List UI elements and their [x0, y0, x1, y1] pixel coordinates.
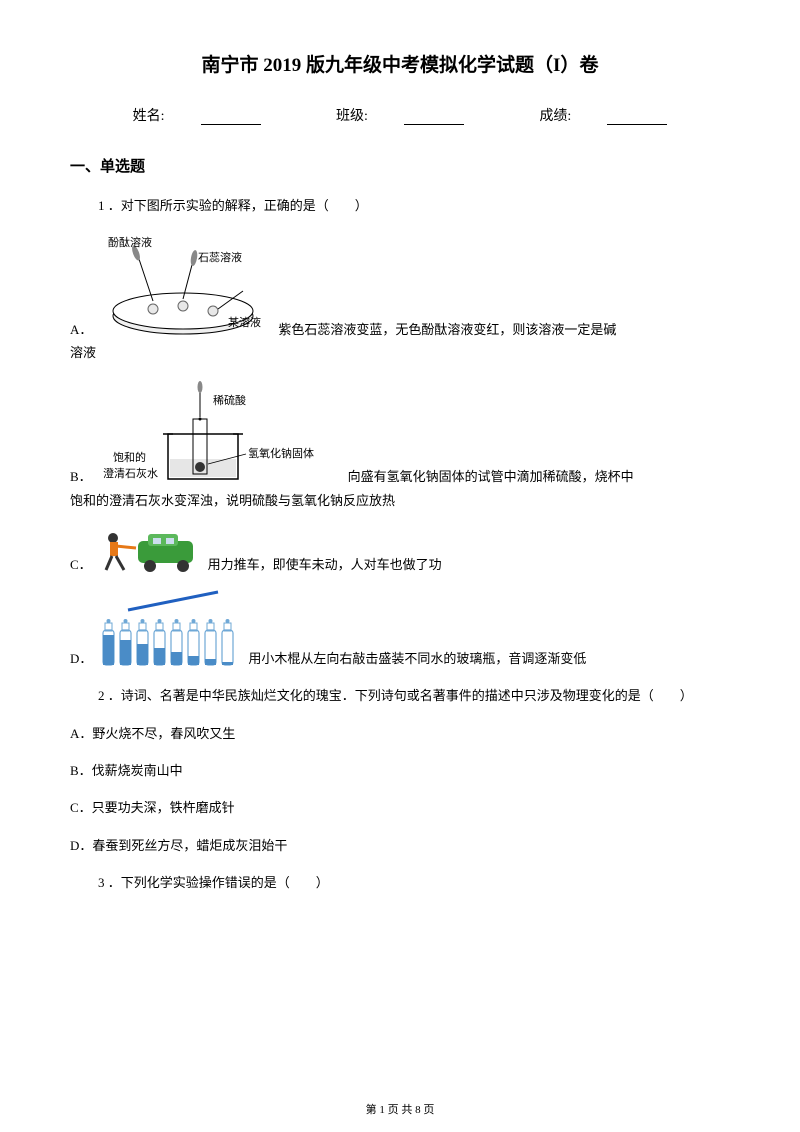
- option-text-cont: 饱和的澄清石灰水变浑浊，说明硫酸与氢氧化钠反应放热: [70, 489, 730, 512]
- page-footer: 第 1 页 共 8 页: [0, 1101, 800, 1117]
- option-text: 用力推车，即使车未动，人对车也做了功: [208, 553, 442, 576]
- option-2d: D．春蚕到死丝方尽，蜡炬成灰泪始干: [70, 834, 730, 857]
- svg-text:石蕊溶液: 石蕊溶液: [198, 250, 242, 264]
- option-text: 紫色石蕊溶液变蓝，无色酚酞溶液变红，则该溶液一定是碱: [278, 318, 616, 341]
- svg-text:某溶液: 某溶液: [228, 315, 261, 329]
- page-title: 南宁市 2019 版九年级中考模拟化学试题（I）卷: [70, 50, 730, 77]
- question-1: 1 ．对下图所示实验的解释，正确的是（ ）: [98, 194, 730, 217]
- score-field: 成绩:: [521, 109, 685, 124]
- option-2b: B．伐薪烧炭南山中: [70, 759, 730, 782]
- svg-text:酚酞溶液: 酚酞溶液: [108, 235, 152, 249]
- diagram-b: 稀硫酸 氢氧化钠固体 饱和的 澄清石灰水: [98, 379, 348, 489]
- question-2: 2 ．诗词、名著是中华民族灿烂文化的瑰宝．下列诗句或名著事件的描述中只涉及物理变…: [98, 684, 730, 707]
- option-1b: B． 稀硫酸 氢氧化钠固体 饱和的 澄清石灰水 向盛有氢氧化钠固体的试管中滴加稀…: [70, 379, 730, 512]
- question-3: 3 ．下列化学实验操作错误的是（ ）: [98, 871, 730, 894]
- name-field: 姓名:: [115, 109, 279, 124]
- option-label: B．: [70, 465, 92, 488]
- option-text-cont: 溶液: [70, 341, 730, 364]
- option-1a: A． 酚酞溶液 石蕊溶液 某溶液 紫色石蕊溶液变蓝，无色酚酞溶液变红，则该溶液一…: [70, 231, 730, 364]
- class-field: 班级:: [318, 109, 482, 124]
- diagram-d: [98, 590, 248, 670]
- svg-text:饱和的: 饱和的: [113, 450, 146, 464]
- option-2c: C．只要功夫深，铁杵磨成针: [70, 796, 730, 819]
- diagram-c: [98, 526, 208, 576]
- svg-text:氢氧化钠固体: 氢氧化钠固体: [248, 446, 314, 460]
- info-line: 姓名: 班级: 成绩:: [70, 105, 730, 125]
- option-label: D．: [70, 647, 92, 670]
- option-1c: C． 用力推车，即使车未动，人对车也做了功: [70, 526, 730, 576]
- option-2a: A．野火烧不尽，春风吹又生: [70, 722, 730, 745]
- option-text: 向盛有氢氧化钠固体的试管中滴加稀硫酸，烧杯中: [348, 465, 634, 488]
- svg-text:稀硫酸: 稀硫酸: [213, 393, 246, 407]
- section-header: 一、单选题: [70, 155, 730, 176]
- option-1d: D．: [70, 590, 730, 670]
- option-label: C．: [70, 553, 92, 576]
- option-text: 用小木棍从左向右敲击盛装不同水的玻璃瓶，音调逐渐变低: [248, 647, 586, 670]
- svg-text:澄清石灰水: 澄清石灰水: [103, 466, 158, 480]
- option-label: A．: [70, 318, 92, 341]
- diagram-a: 酚酞溶液 石蕊溶液 某溶液: [98, 231, 278, 341]
